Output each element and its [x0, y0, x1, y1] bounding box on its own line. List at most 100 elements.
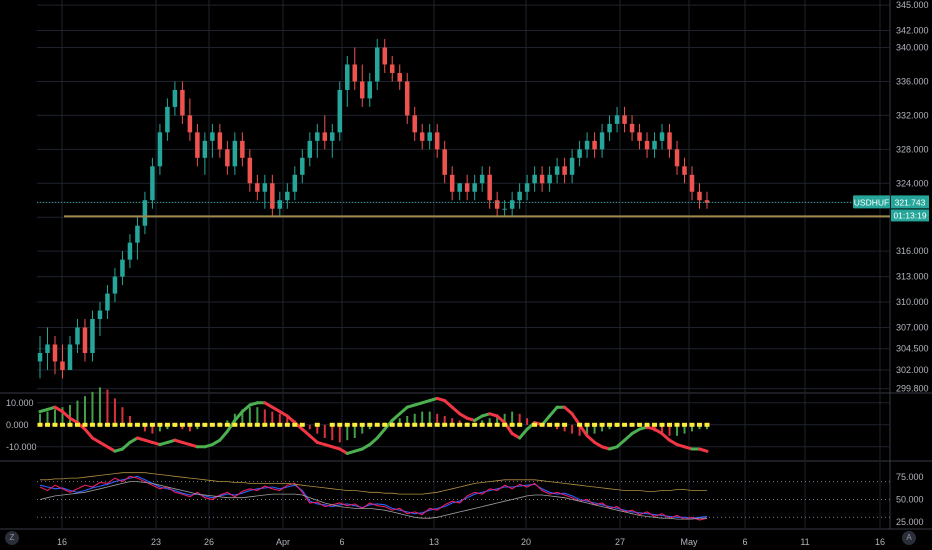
zoom-toggle-button[interactable]: Z: [5, 531, 19, 545]
osc-histogram-bar: [271, 411, 274, 425]
osc-histogram-bar: [83, 396, 86, 425]
osc-histogram-bar: [68, 405, 71, 425]
candle-body: [517, 191, 522, 201]
rsi-tick-label: 75.000: [896, 472, 924, 482]
osc-histogram-bar: [526, 418, 529, 425]
candle-body: [682, 166, 687, 175]
candle-body: [37, 352, 43, 362]
osc-zero-dot: [629, 422, 635, 427]
candle-body: [397, 72, 402, 82]
candle-body: [584, 140, 590, 150]
candle-body: [345, 64, 350, 90]
osc-histogram-bar: [586, 424, 589, 436]
osc-histogram-bar: [676, 424, 679, 436]
osc-zero-dot: [352, 422, 358, 427]
osc-signal-segment: [375, 427, 387, 440]
osc-histogram-bar: [39, 413, 41, 425]
candle-body: [105, 293, 110, 311]
candle-body: [337, 89, 343, 133]
symbol-tag-label: USDHUF: [854, 197, 889, 207]
price-tick-label: 307.000: [896, 323, 929, 333]
date-tick-label: 6: [742, 537, 747, 547]
osc-histogram-bar: [158, 424, 161, 432]
osc-signal-segment: [368, 436, 379, 447]
osc-zero-dot: [59, 422, 65, 427]
candle-body: [45, 344, 50, 353]
osc-zero-dot: [359, 422, 365, 427]
candle-body: [494, 200, 500, 209]
candle-body: [412, 115, 417, 133]
osc-histogram-bar: [503, 413, 506, 425]
candle-body: [629, 123, 635, 133]
candle-body: [315, 132, 320, 141]
price-tag: [891, 195, 929, 209]
osc-zero-dot: [112, 422, 118, 427]
osc-signal-segment: [240, 403, 252, 414]
osc-signal-segment: [383, 418, 394, 431]
osc-signal-segment: [615, 438, 627, 449]
osc-histogram-bar: [443, 416, 446, 425]
osc-zero-dot: [382, 422, 388, 427]
osc-zero-dot: [532, 422, 538, 427]
osc-signal-segment: [390, 412, 402, 422]
osc-histogram-bar: [683, 424, 686, 434]
osc-histogram-bar: [698, 424, 701, 430]
candle-body: [352, 64, 358, 82]
osc-zero-dot: [344, 422, 350, 427]
candle-body: [367, 81, 373, 99]
osc-histogram-bar: [256, 407, 259, 425]
auto-scale-button[interactable]: A: [902, 531, 916, 545]
osc-zero-dot: [704, 422, 710, 427]
osc-histogram-bar: [578, 424, 581, 436]
osc-histogram-bar: [668, 424, 671, 436]
osc-zero-dot: [412, 422, 418, 427]
osc-histogram-bar: [46, 411, 49, 425]
osc-signal-segment: [218, 429, 229, 442]
osc-zero-dot: [472, 422, 478, 427]
osc-zero-dot: [284, 422, 290, 427]
date-tick-label: 11: [800, 537, 809, 547]
osc-zero-dot: [337, 422, 343, 427]
osc-histogram-bar: [91, 391, 94, 425]
candle-body: [75, 327, 80, 345]
osc-histogram-bar: [121, 407, 124, 425]
osc-histogram-bar: [151, 424, 154, 434]
osc-zero-dot: [254, 422, 260, 427]
osc-zero-dot: [464, 422, 470, 427]
osc-signal-segment: [233, 410, 244, 422]
symbol-tag: [853, 195, 890, 209]
date-tick-label: 16: [57, 537, 67, 547]
date-tick-label: 16: [875, 537, 885, 547]
price-tick-label: 332.000: [896, 110, 929, 120]
candle-body: [457, 183, 462, 192]
osc-tick-label: 10.000: [6, 398, 34, 408]
candle-body: [127, 242, 133, 260]
osc-histogram-bar: [353, 424, 356, 438]
date-tick-label: May: [680, 537, 698, 547]
rsi-series-line: [39, 475, 708, 519]
rsi-series-line: [39, 481, 707, 520]
osc-zero-dot: [547, 422, 553, 427]
osc-histogram-bar: [196, 424, 199, 430]
price-tick-label: 310.000: [896, 297, 929, 307]
candle-body: [502, 208, 507, 210]
osc-zero-dot: [104, 422, 110, 427]
osc-zero-dot: [239, 422, 245, 427]
osc-zero-dot: [689, 422, 695, 427]
date-tick-label: 6: [339, 537, 344, 547]
candle-body: [434, 132, 440, 150]
osc-histogram-bar: [601, 424, 604, 432]
price-tick-label: 299.800: [896, 384, 929, 394]
candle-body: [389, 64, 395, 73]
osc-zero-dot: [329, 422, 335, 427]
osc-histogram-bar: [571, 424, 574, 434]
price-tick-label: 324.000: [896, 178, 929, 188]
osc-histogram-bar: [323, 424, 326, 438]
candle-body: [472, 183, 477, 192]
osc-zero-dot: [164, 422, 170, 427]
osc-signal-segment: [120, 440, 132, 451]
candle-body: [67, 344, 73, 370]
candle-body: [487, 174, 492, 201]
osc-zero-dot: [187, 422, 193, 427]
